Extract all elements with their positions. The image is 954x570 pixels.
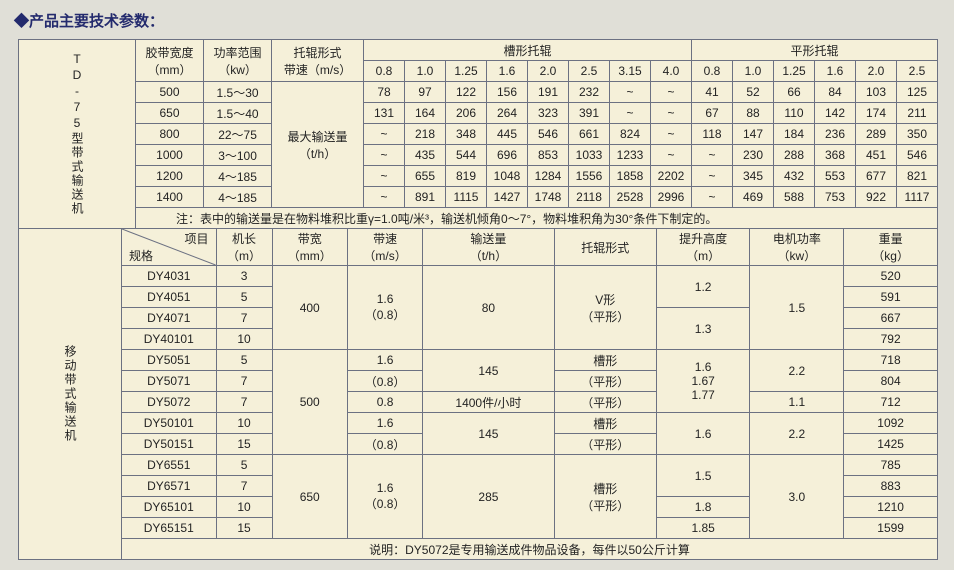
col-roller-speed: 托辊形式带速（m/s） bbox=[272, 40, 364, 82]
col-speed-trough: 2.0 bbox=[528, 61, 569, 82]
table-row: 10003～100~43554469685310331233~~23028836… bbox=[19, 145, 938, 166]
spec-table-td75: TD-75型带式输送机 胶带宽度（mm） 功率范围（kw） 托辊形式带速（m/s… bbox=[18, 39, 938, 229]
col-speed-trough: 1.6 bbox=[487, 61, 528, 82]
table-row: 6501.5～40131164206264323391~~67881101421… bbox=[19, 103, 938, 124]
col-speed-flat: 2.0 bbox=[856, 61, 897, 82]
table-row: 12004～185~65581910481284155618582202~345… bbox=[19, 166, 938, 187]
col-roller: 托辊形式 bbox=[554, 229, 656, 266]
col-speed-trough: 1.0 bbox=[405, 61, 446, 82]
col-speed-trough: 0.8 bbox=[364, 61, 405, 82]
table1-note: 注：表中的输送量是在物料堆积比重γ=1.0吨/米³，输送机倾角0～7°，物料堆积… bbox=[136, 208, 938, 229]
col-speed-flat: 1.6 bbox=[815, 61, 856, 82]
side-label-td75: TD-75型带式输送机 bbox=[19, 40, 136, 229]
col-speed-flat: 0.8 bbox=[692, 61, 733, 82]
col-trough: 槽形托辊 bbox=[364, 40, 692, 61]
col-spd: 带速（m/s） bbox=[347, 229, 422, 266]
col-flat: 平形托辊 bbox=[692, 40, 938, 61]
section-title: ◆产品主要技术参数： bbox=[14, 10, 944, 31]
table-row: 5001.5～30最大输送量（t/h）7897122156191232~~415… bbox=[19, 82, 938, 103]
table2-note: 说明：DY5072是专用输送成件物品设备，每件以50公斤计算 bbox=[122, 539, 938, 560]
table-row: 14004～185~891111514271748211825282996~46… bbox=[19, 187, 938, 208]
col-width: 胶带宽度（mm） bbox=[136, 40, 204, 82]
col-len: 机长（m） bbox=[216, 229, 272, 266]
col-speed-trough: 2.5 bbox=[569, 61, 610, 82]
col-wt: 重量（kg） bbox=[844, 229, 938, 266]
col-speed-flat: 1.0 bbox=[733, 61, 774, 82]
table-row: DY50515 500 1.6 145 槽形 1.61.671.77 2.2 7… bbox=[19, 350, 938, 371]
col-lift: 提升高度（m） bbox=[656, 229, 750, 266]
col-speed-flat: 2.5 bbox=[897, 61, 938, 82]
col-cap: 输送量（t/h） bbox=[423, 229, 554, 266]
spec-item-diag: 项目 规格 bbox=[122, 229, 217, 266]
max-capacity-label: 最大输送量（t/h） bbox=[272, 82, 364, 208]
table-row: 80022～75~218348445546661824~118147184236… bbox=[19, 124, 938, 145]
col-motor: 电机功率（kw） bbox=[750, 229, 844, 266]
table-row: DY507270.81400件/小时（平形）1.1712 bbox=[19, 392, 938, 413]
col-speed-trough: 4.0 bbox=[651, 61, 692, 82]
col-speed-trough: 1.25 bbox=[446, 61, 487, 82]
col-speed-flat: 1.25 bbox=[774, 61, 815, 82]
spec-table-mobile: 移动带式输送机 项目 规格 机长（m） 带宽（mm） 带速（m/s） 输送量（t… bbox=[18, 228, 938, 560]
table-row: DY65515 650 1.6（0.8） 285 槽形（平形） 1.5 3.0 … bbox=[19, 455, 938, 476]
col-bw: 带宽（mm） bbox=[272, 229, 347, 266]
col-speed-trough: 3.15 bbox=[610, 61, 651, 82]
table-row: DY50101101.6145槽形1.62.21092 bbox=[19, 413, 938, 434]
table-row: DY40313 400 1.6（0.8） 80 V形（平形） 1.2 1.5 5… bbox=[19, 266, 938, 287]
side-label-mobile: 移动带式输送机 bbox=[19, 229, 122, 560]
col-power: 功率范围（kw） bbox=[204, 40, 272, 82]
